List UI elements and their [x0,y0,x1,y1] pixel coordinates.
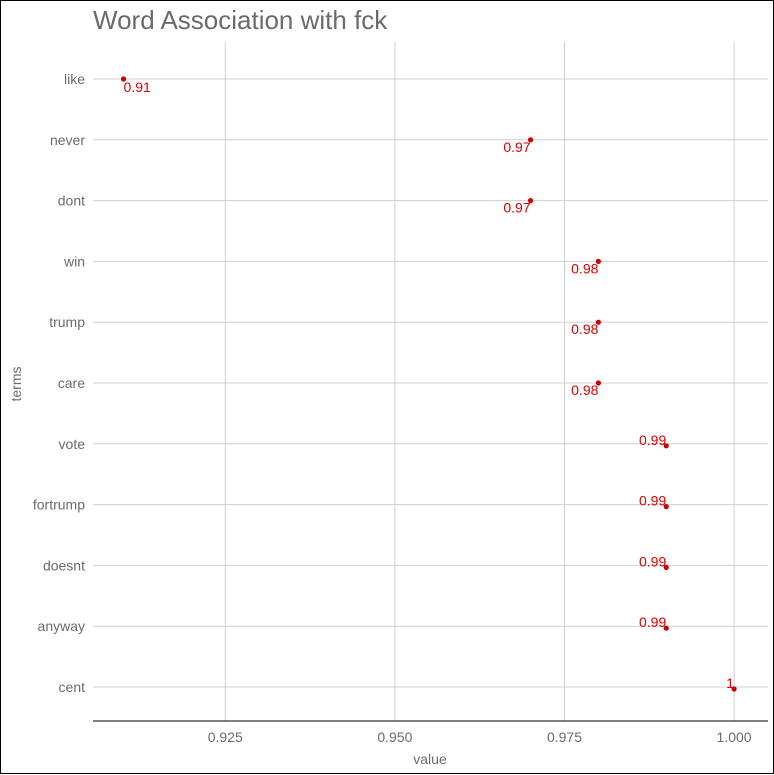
data-label: 0.97 [503,139,530,155]
data-label: 0.98 [571,321,598,337]
y-axis-label: terms [8,367,24,402]
data-labels: 0.91 0.97 0.97 0.98 0.98 0.98 0.99 0.99 0.99 0.99… [124,79,735,691]
chart-title: Word Association with fck [93,5,388,35]
data-point [120,76,127,82]
y-tick-label: never [50,132,85,148]
data-label: 0.98 [571,382,598,398]
data-label: 0.99 [639,432,666,448]
data-point [663,625,669,631]
data-point [663,504,669,510]
y-tick-label: doesnt [43,557,85,573]
y-tick-label: cent [59,679,86,695]
y-tick-label: like [64,71,85,87]
x-tick-label: 1.000 [717,729,752,745]
data-point [595,380,602,386]
y-tick-label: fortrump [33,497,85,513]
y-tick-label: care [58,375,85,391]
x-tick-labels: 0.925 0.950 0.975 1.000 [208,729,752,745]
data-point [527,198,534,204]
y-tick-label: anyway [38,618,85,634]
data-label: 0.99 [639,493,666,509]
y-tick-label: vote [59,436,86,452]
data-label: 0.98 [571,260,598,276]
y-tick-labels: like never dont win trump care vote fortrump doe… [33,71,85,695]
x-tick-label: 0.950 [377,729,412,745]
data-point [663,564,669,571]
data-label: 0.99 [639,553,666,569]
y-tick-label: win [63,253,85,269]
y-tick-label: trump [49,314,85,330]
data-point [595,319,602,325]
data-point [595,258,602,264]
x-tick-label: 0.925 [208,729,243,745]
data-label: 0.91 [124,79,151,95]
y-tick-label: dont [58,193,85,209]
data-label: 0.97 [503,200,530,216]
data-point [731,686,737,692]
x-tick-label: 0.975 [547,729,582,745]
data-label: 0.99 [639,614,666,630]
data-points [120,76,737,692]
data-point [527,137,534,143]
grid-lines [93,42,768,721]
x-axis-label: value [413,751,447,767]
data-label: 1 [726,675,734,691]
data-point [663,443,669,449]
